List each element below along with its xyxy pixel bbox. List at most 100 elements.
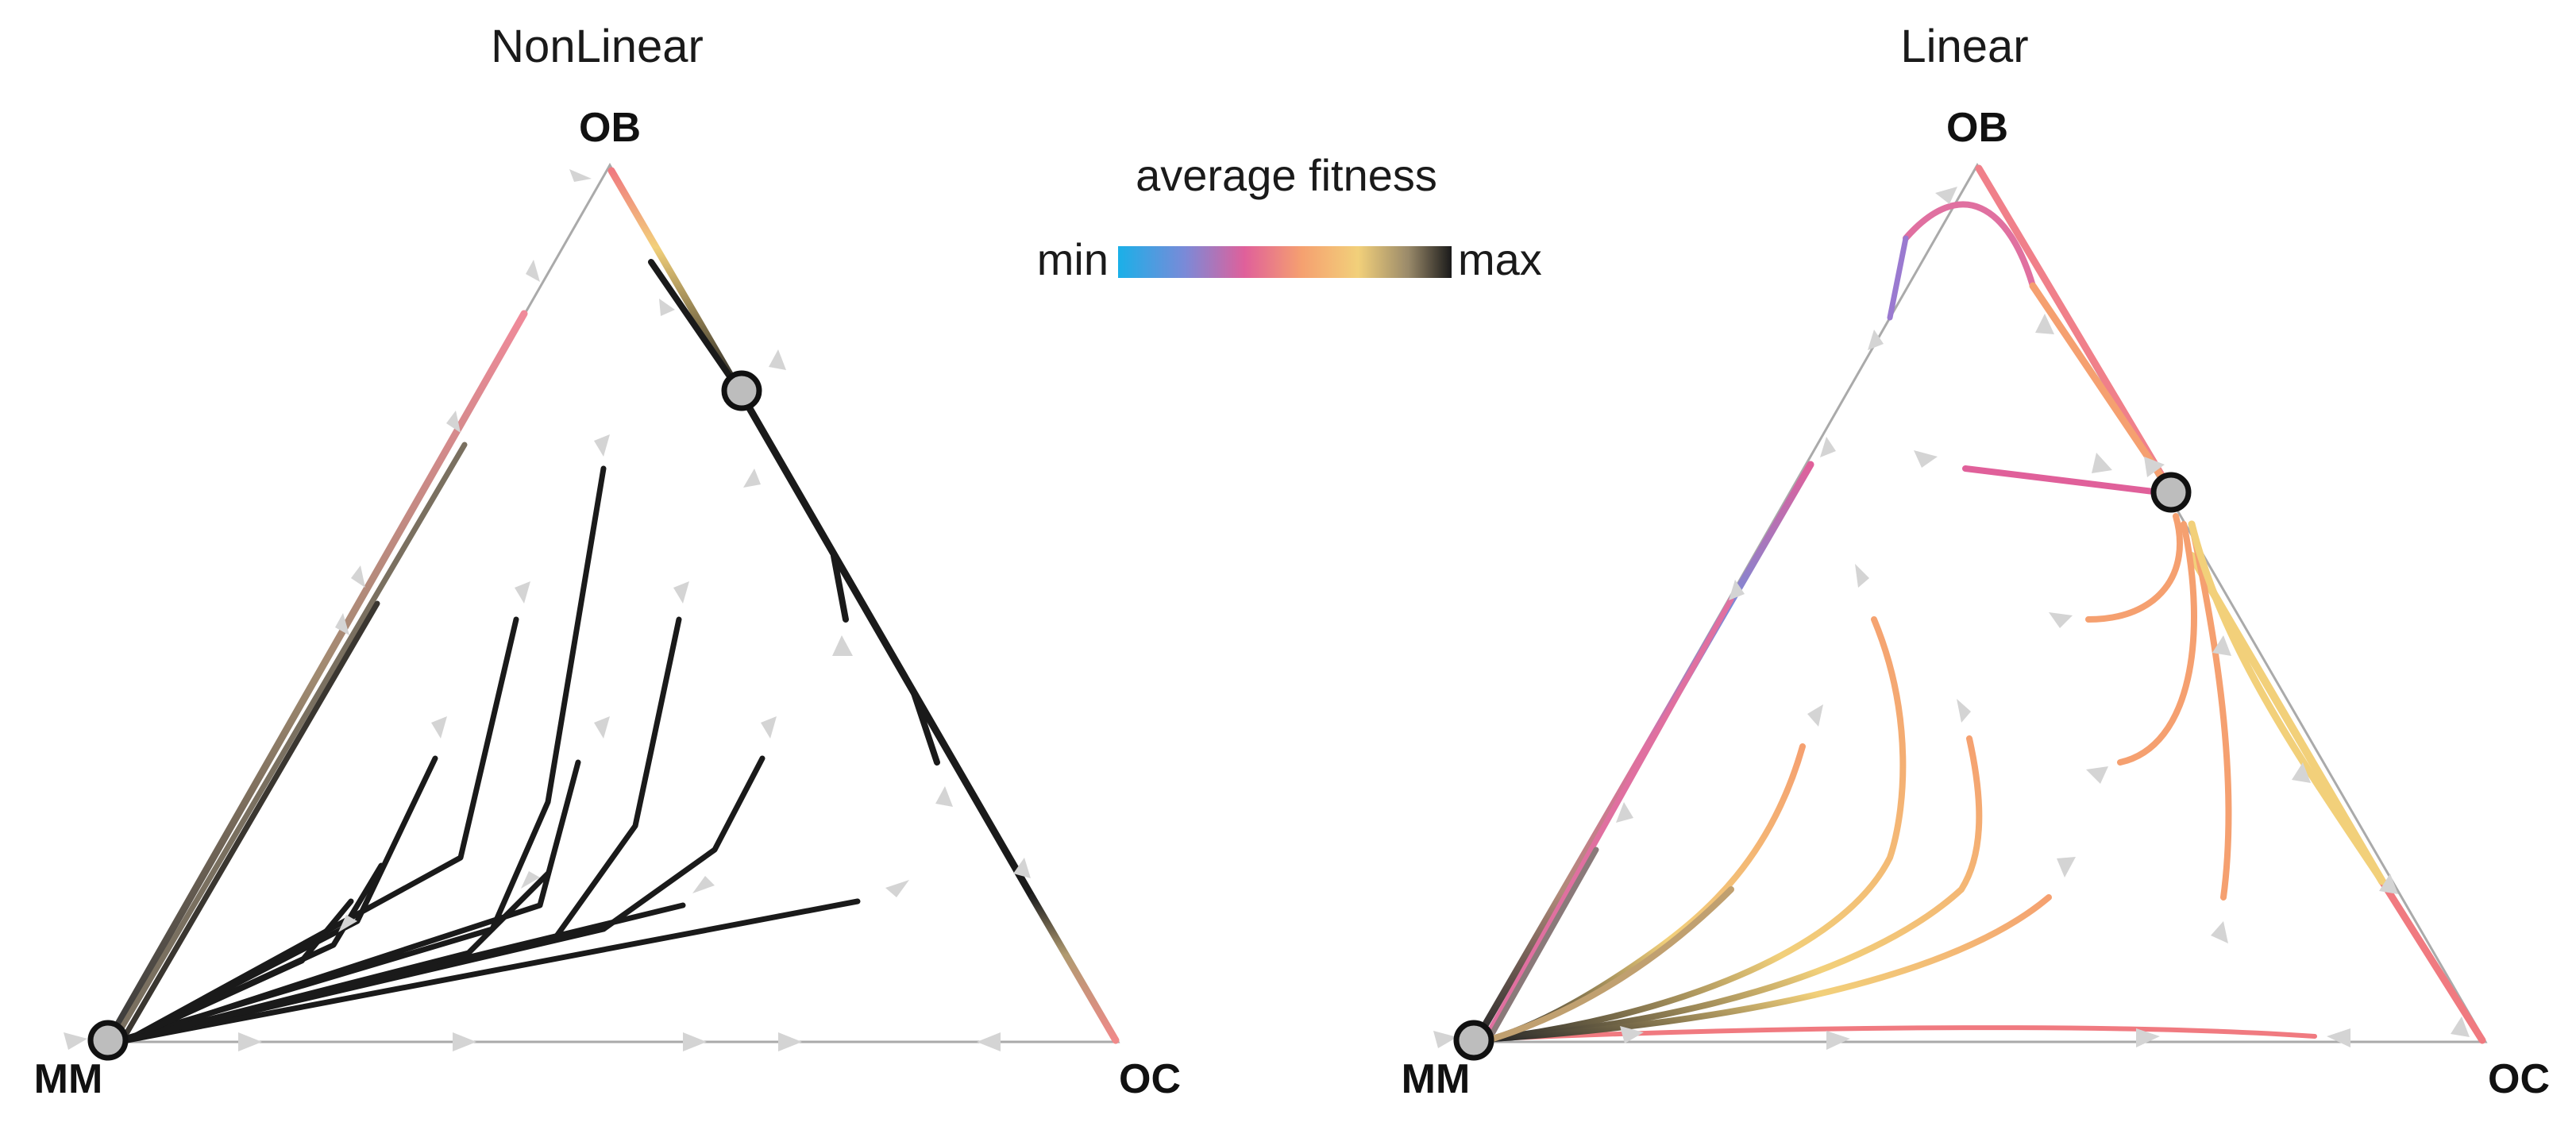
- arrowhead: [1868, 330, 1884, 350]
- arrowhead: [977, 1032, 1001, 1051]
- trajectory: [2117, 521, 2197, 766]
- fixed-point-interior: [2150, 472, 2192, 513]
- simplex-outline: [1473, 162, 2488, 1043]
- arrowhead: [1013, 858, 1031, 878]
- arrowhead: [2211, 921, 2228, 943]
- arrowhead: [569, 169, 592, 182]
- arrowhead: [453, 1032, 476, 1051]
- arrowhead: [769, 349, 786, 370]
- trajectory: [1490, 735, 1983, 1042]
- trajectory: [124, 870, 551, 1043]
- fixed-point-mm: [87, 1020, 129, 1061]
- arrowhead: [446, 411, 461, 433]
- arrowhead: [1957, 699, 1971, 723]
- arrow-group: [64, 169, 1031, 1051]
- arrowhead: [778, 1032, 802, 1051]
- arrowhead: [761, 716, 777, 739]
- vertex-label-left: MM: [1402, 1056, 1471, 1102]
- arrowhead: [594, 434, 610, 457]
- arrowhead: [64, 1032, 87, 1050]
- trajectory: [2085, 513, 2183, 623]
- trajectory: [910, 688, 940, 766]
- trajectory-group-interior: [1490, 616, 2052, 1042]
- arrowhead: [2212, 635, 2231, 656]
- trajectory: [124, 862, 384, 1043]
- fixed-point-mm: [1453, 1020, 1494, 1061]
- trajectory: [648, 259, 742, 392]
- arrowhead: [935, 786, 953, 807]
- trajectory-group-to-fixed-point: [1962, 465, 2386, 901]
- arrowhead: [351, 565, 365, 588]
- colorbar-max-label: max: [1458, 234, 1542, 284]
- simplex-outline: [106, 162, 1120, 1043]
- arrowhead: [2144, 457, 2165, 477]
- arrowhead: [673, 581, 689, 604]
- trajectory: [831, 553, 849, 623]
- arrowhead: [1820, 437, 1836, 457]
- trajectory: [1028, 893, 1120, 1044]
- arrowhead: [431, 716, 447, 739]
- arrowhead: [521, 871, 540, 889]
- panel-title-nonlinear: NonLinear: [491, 21, 704, 72]
- trajectory: [1486, 596, 1734, 1036]
- colorbar-min-label: min: [1037, 234, 1109, 284]
- arrowhead: [1855, 564, 1869, 588]
- trajectory-group-left-edge: [1475, 201, 2036, 1040]
- trajectory: [2029, 282, 2176, 496]
- arrowhead: [2086, 766, 2108, 784]
- arrowhead: [683, 1032, 707, 1051]
- trajectory: [107, 310, 528, 1040]
- vertex-label-top: OB: [579, 105, 641, 151]
- panel-linear: Linear: [1402, 21, 2550, 1102]
- trajectory-group-left-edge: [107, 310, 528, 1040]
- arrowhead: [832, 635, 853, 656]
- arrowhead: [2049, 612, 2073, 628]
- arrowhead: [1826, 1031, 1850, 1050]
- arrowhead: [515, 581, 530, 604]
- trajectory-group-right-edge: [607, 167, 1120, 1044]
- arrowhead: [1433, 1031, 1457, 1048]
- arrowhead: [692, 876, 715, 893]
- trajectory: [2378, 878, 2486, 1044]
- arrow-group: [1433, 187, 2470, 1050]
- trajectory: [116, 465, 607, 1043]
- arrowhead: [1729, 580, 1745, 600]
- trajectory: [1490, 616, 1907, 1042]
- arrowhead: [659, 299, 675, 316]
- arrowhead: [1620, 1026, 1644, 1043]
- vertex-label-left: MM: [34, 1056, 103, 1102]
- arrowhead: [2035, 314, 2054, 334]
- vertex-label-right: OC: [2488, 1056, 2550, 1102]
- trajectory: [124, 759, 581, 1043]
- arrowhead: [594, 716, 610, 739]
- trajectory-group-interior: [116, 465, 861, 1043]
- trajectory: [1903, 201, 2036, 289]
- trajectory: [1490, 886, 1734, 1042]
- trajectory: [2188, 520, 2386, 885]
- trajectory: [124, 616, 519, 1043]
- arrowhead: [1914, 450, 1938, 468]
- colorbar-gradient: [1118, 246, 1452, 278]
- colorbar: average fitness min max: [1037, 150, 1542, 284]
- arrowhead: [238, 1032, 262, 1051]
- arrowhead: [743, 469, 761, 488]
- trajectory: [1962, 465, 2163, 496]
- fixed-point-ob-oc: [721, 370, 762, 411]
- trajectory: [735, 385, 1036, 901]
- arrowhead: [1616, 802, 1633, 823]
- arrowhead: [1935, 187, 1957, 204]
- arrowhead: [335, 613, 349, 635]
- vertex-label-right: OC: [1119, 1056, 1181, 1102]
- arrowhead: [2136, 1028, 2160, 1047]
- arrowhead: [2057, 857, 2076, 878]
- panel-nonlinear: NonLinear: [34, 21, 1181, 1102]
- arrowhead: [2327, 1028, 2350, 1047]
- panel-title-linear: Linear: [1900, 21, 2028, 72]
- arrowhead: [338, 915, 357, 932]
- arrowhead: [885, 880, 909, 897]
- trajectory: [1490, 847, 1599, 1036]
- arrowhead: [2092, 453, 2112, 473]
- trajectory: [124, 898, 861, 1043]
- arrowhead: [1807, 704, 1823, 727]
